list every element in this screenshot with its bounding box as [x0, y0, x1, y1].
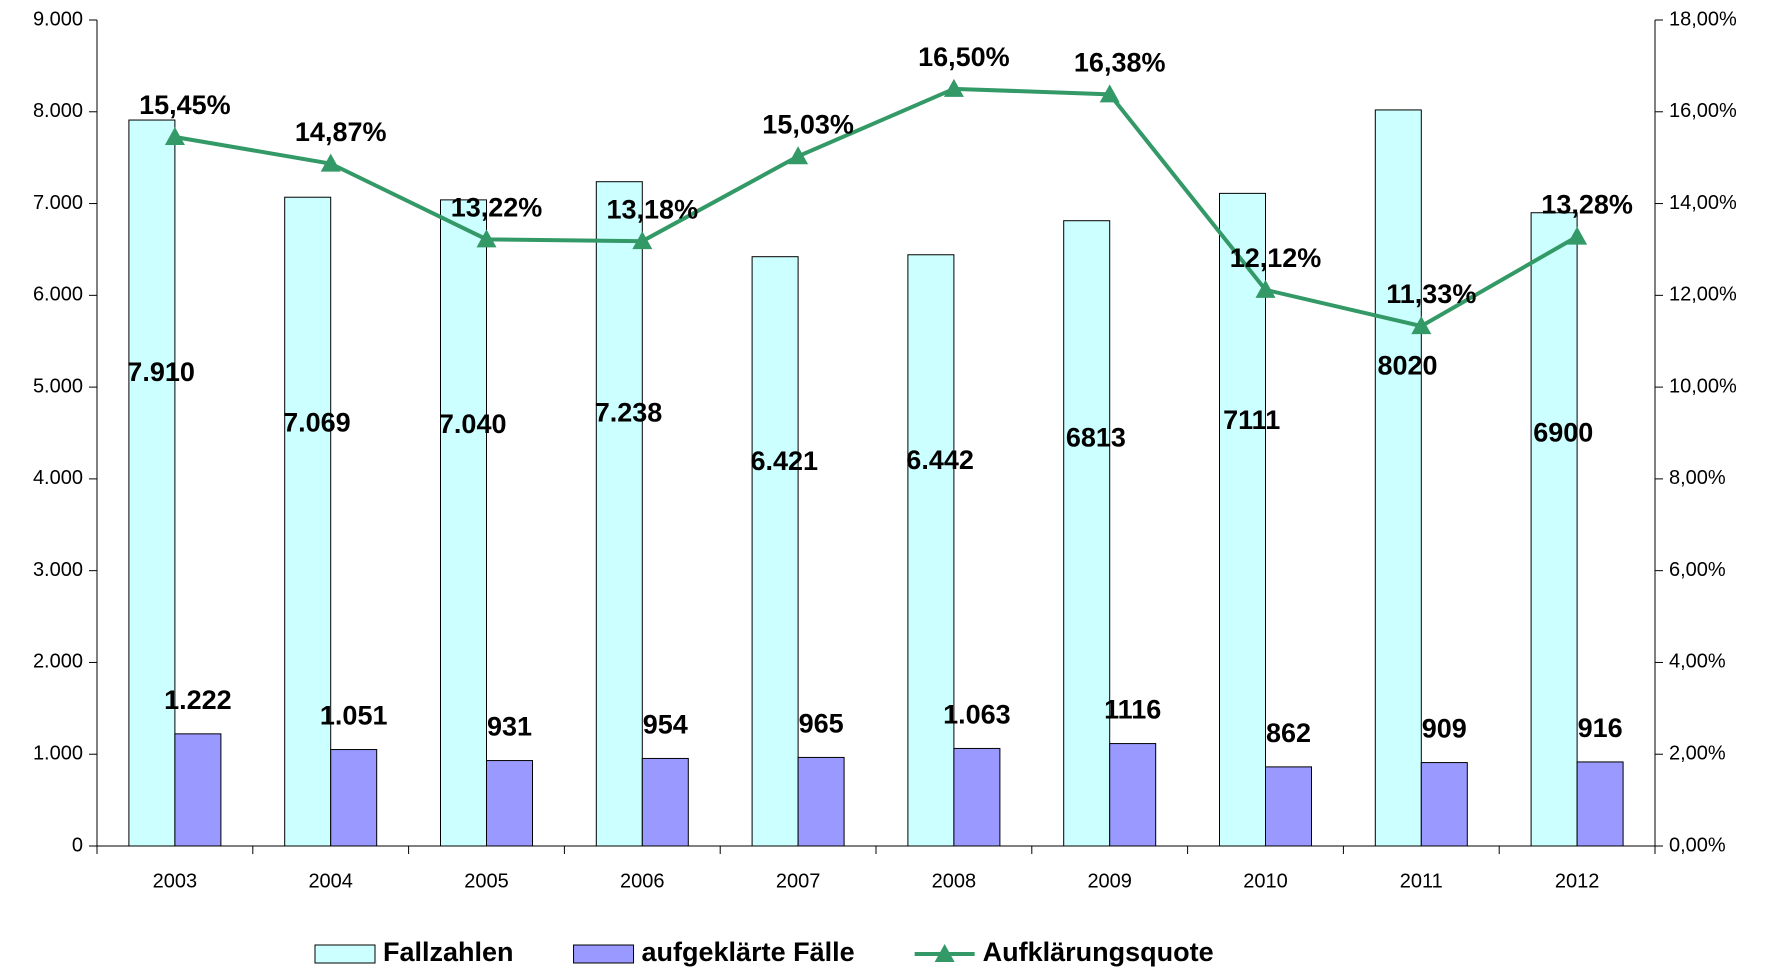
data-label: 13,18%: [607, 194, 699, 224]
data-label: 6.421: [751, 446, 819, 476]
x-tick-label: 2004: [308, 870, 353, 892]
data-label: 13,28%: [1541, 190, 1633, 220]
y-tick-label: 8.000: [33, 100, 83, 122]
bar: [1374, 109, 1422, 847]
y-tick-label: 7.000: [33, 192, 83, 214]
y2-tick-label: 6,00%: [1669, 559, 1726, 581]
line: [174, 86, 1579, 329]
bar: [1265, 766, 1312, 847]
legend-swatch: [934, 944, 955, 962]
y-tick-label: 3.000: [33, 559, 83, 581]
legend-swatch: [314, 944, 376, 964]
x-tick-label: 2007: [776, 870, 821, 892]
data-label: 7.238: [595, 397, 663, 427]
line-marker: [476, 229, 497, 248]
line-marker: [1255, 279, 1276, 298]
line-marker: [164, 127, 185, 146]
y-tick-label: 2.000: [33, 651, 83, 673]
data-label: 6.442: [906, 445, 974, 475]
data-label: 15,45%: [139, 90, 231, 120]
x-tick-label: 2006: [620, 870, 665, 892]
bar: [1420, 762, 1468, 847]
data-label: 909: [1422, 714, 1467, 744]
data-label: 965: [799, 709, 844, 739]
y2-tick-label: 14,00%: [1669, 192, 1737, 214]
bar: [1219, 192, 1266, 847]
bar: [953, 747, 1001, 847]
y-tick-label: 6.000: [33, 284, 83, 306]
data-label: 7.910: [127, 357, 195, 387]
line-marker: [320, 153, 341, 172]
line-marker: [943, 78, 964, 97]
bar: [595, 181, 643, 847]
legend-label: Aufklärungsquote: [983, 937, 1214, 967]
bar: [330, 749, 378, 847]
legend-swatch: [573, 944, 635, 964]
data-label: 7.069: [283, 407, 351, 437]
data-label: 862: [1266, 718, 1311, 748]
y2-tick-label: 18,00%: [1669, 8, 1737, 30]
data-label: 8020: [1377, 351, 1437, 381]
data-label: 931: [487, 712, 532, 742]
data-label: 916: [1578, 713, 1623, 743]
data-label: 1.222: [164, 685, 232, 715]
data-label: 16,38%: [1074, 47, 1166, 77]
data-label: 7.040: [439, 409, 507, 439]
bar: [1109, 743, 1157, 847]
data-label: 6900: [1533, 418, 1593, 448]
data-label: 1.063: [943, 700, 1011, 730]
legend-label: aufgeklärte Fälle: [642, 937, 855, 967]
data-label: 13,22%: [451, 192, 543, 222]
x-tick-label: 2008: [932, 870, 977, 892]
data-label: 6813: [1066, 423, 1126, 453]
bar: [1063, 220, 1111, 847]
y2-tick-label: 0,00%: [1669, 834, 1726, 856]
line-marker: [1411, 316, 1432, 335]
y2-tick-label: 2,00%: [1669, 743, 1726, 765]
y2-tick-label: 10,00%: [1669, 375, 1737, 397]
legend-label: Fallzahlen: [383, 937, 514, 967]
bar: [641, 757, 689, 847]
bar: [174, 733, 222, 847]
data-label: 954: [643, 710, 688, 740]
x-tick-label: 2010: [1243, 870, 1288, 892]
line-marker: [788, 146, 809, 165]
data-label: 1.051: [320, 701, 388, 731]
bar: [486, 760, 533, 847]
line-marker: [632, 231, 653, 250]
x-tick-label: 2009: [1087, 870, 1132, 892]
y-tick-label: 5.000: [33, 375, 83, 397]
bar: [284, 196, 332, 847]
y2-tick-label: 4,00%: [1669, 651, 1726, 673]
x-tick-label: 2005: [464, 870, 509, 892]
line-marker: [1567, 226, 1588, 245]
bar: [797, 756, 845, 847]
data-label: 7111: [1223, 405, 1280, 435]
y-tick-label: 4.000: [33, 467, 83, 489]
data-label: 14,87%: [295, 117, 387, 147]
bar: [440, 199, 487, 847]
x-tick-label: 2003: [153, 870, 198, 892]
x-tick-label: 2012: [1555, 870, 1600, 892]
y2-tick-label: 16,00%: [1669, 100, 1737, 122]
x-tick-label: 2011: [1400, 870, 1443, 892]
y-tick-label: 1.000: [33, 743, 83, 765]
bar: [128, 119, 176, 847]
line-marker: [1099, 84, 1120, 103]
y-tick-label: 0: [72, 834, 83, 856]
bar: [907, 254, 955, 847]
y2-tick-label: 12,00%: [1669, 284, 1737, 306]
bar: [1530, 212, 1578, 847]
data-label: 11,33%: [1386, 279, 1476, 309]
data-label: 12,12%: [1230, 243, 1322, 273]
bar: [1576, 761, 1624, 847]
data-label: 1116: [1104, 695, 1161, 725]
data-label: 16,50%: [918, 42, 1010, 72]
y2-tick-label: 8,00%: [1669, 467, 1726, 489]
data-label: 15,03%: [762, 109, 854, 139]
bar: [751, 256, 799, 847]
y-tick-label: 9.000: [33, 8, 83, 30]
